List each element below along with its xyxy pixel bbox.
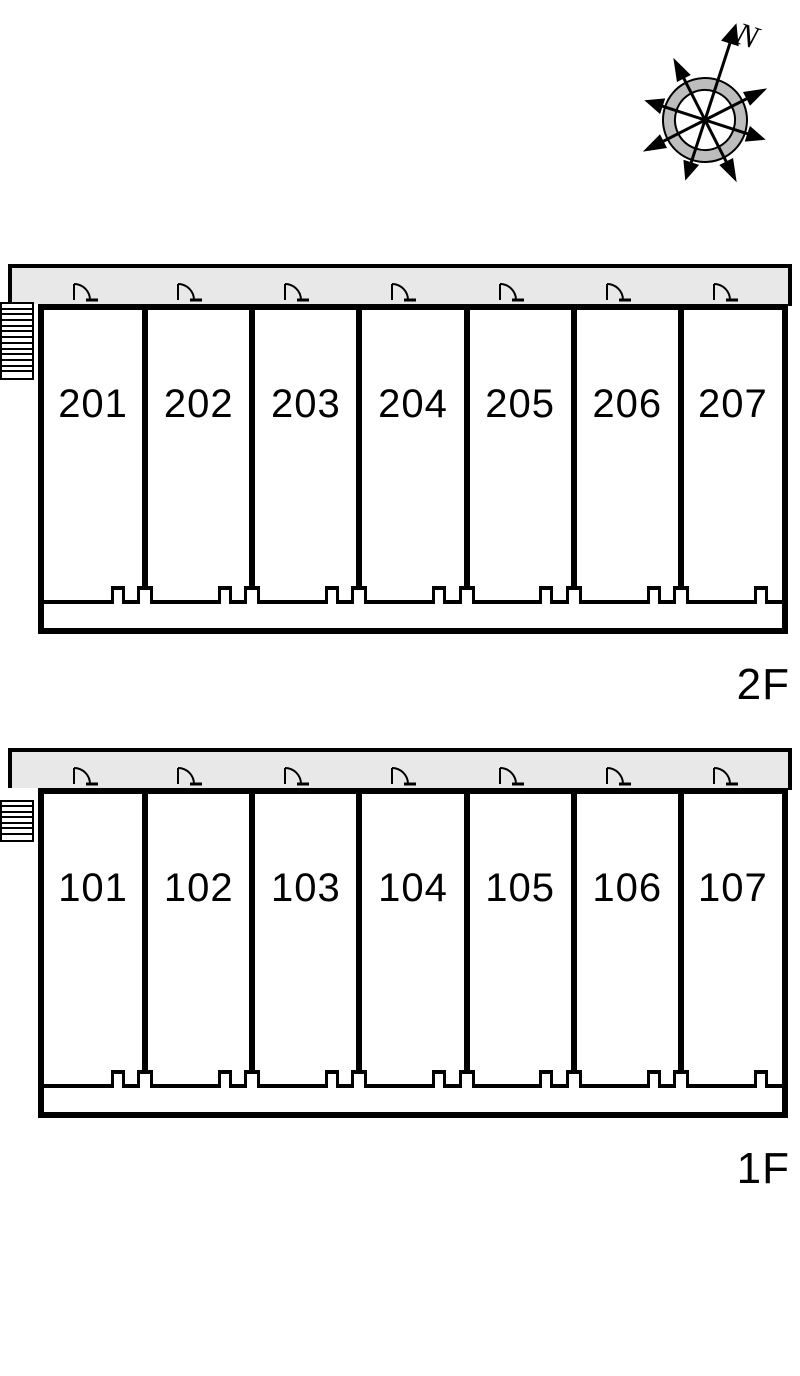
door-swing-icon: [605, 764, 629, 784]
door-swing-icon: [712, 764, 736, 784]
units-row: 201 202 203 204 205 206 207: [38, 304, 788, 604]
right-end-post: [788, 264, 792, 306]
floor-1F: 1011021031041051061071F: [0, 748, 800, 1122]
units-row: 101 102 103 104 105 106 107: [38, 788, 788, 1088]
bottom-wall-strip: [38, 1084, 788, 1118]
unit-107: 107: [681, 788, 788, 1088]
compass: N: [630, 10, 780, 190]
unit-label: 207: [698, 382, 768, 427]
unit-206: 206: [574, 304, 681, 604]
stair: [0, 800, 34, 842]
right-end-post: [788, 748, 792, 790]
unit-205: 205: [467, 304, 574, 604]
unit-label: 103: [271, 866, 341, 911]
unit-label: 102: [164, 866, 234, 911]
unit-101: 101: [38, 788, 145, 1088]
door-swing-icon: [72, 764, 96, 784]
unit-label: 107: [698, 866, 768, 911]
unit-label: 203: [271, 382, 341, 427]
unit-label: 104: [378, 866, 448, 911]
unit-201: 201: [38, 304, 145, 604]
unit-103: 103: [252, 788, 359, 1088]
bottom-wall-strip: [38, 600, 788, 634]
floorplan-canvas: N 201 202 203 204 205 206 207 2F 101 102 103 104 105…: [0, 0, 800, 1376]
floor-label: 2F: [737, 660, 790, 710]
door-swing-icon: [72, 280, 96, 300]
unit-label: 206: [592, 382, 662, 427]
unit-203: 203: [252, 304, 359, 604]
door-swing-icon: [712, 280, 736, 300]
door-swing-icon: [390, 764, 414, 784]
door-swing-icon: [498, 280, 522, 300]
door-swing-icon: [605, 280, 629, 300]
door-swing-icon: [283, 280, 307, 300]
unit-label: 204: [378, 382, 448, 427]
door-swing-icon: [283, 764, 307, 784]
compass-north-label: N: [731, 15, 765, 57]
unit-label: 202: [164, 382, 234, 427]
unit-102: 102: [145, 788, 252, 1088]
unit-label: 201: [58, 382, 128, 427]
unit-label: 101: [58, 866, 128, 911]
door-swing-icon: [176, 764, 200, 784]
unit-label: 106: [592, 866, 662, 911]
unit-label: 105: [485, 866, 555, 911]
unit-207: 207: [681, 304, 788, 604]
compass-svg: N: [630, 10, 780, 190]
door-swing-icon: [498, 764, 522, 784]
unit-202: 202: [145, 304, 252, 604]
unit-105: 105: [467, 788, 574, 1088]
unit-204: 204: [359, 304, 466, 604]
stair: [0, 302, 34, 380]
unit-label: 205: [485, 382, 555, 427]
door-swing-icon: [176, 280, 200, 300]
unit-104: 104: [359, 788, 466, 1088]
floor-label: 1F: [737, 1144, 790, 1194]
floor-2F: 2012022032042052062072F: [0, 264, 800, 638]
unit-106: 106: [574, 788, 681, 1088]
door-swing-icon: [390, 280, 414, 300]
